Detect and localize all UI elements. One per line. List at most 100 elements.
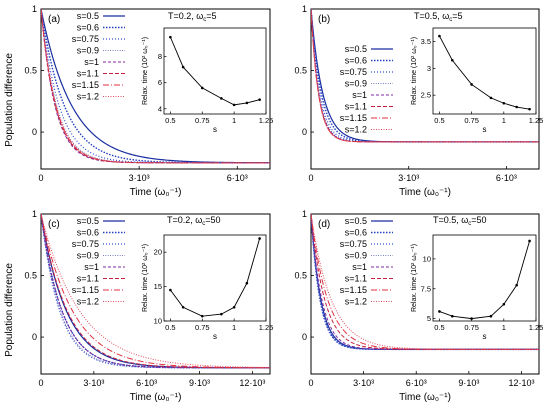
legend-label: s=1.15 [72, 80, 99, 90]
legend-label: s=1.2 [77, 297, 99, 307]
x-tick-label: 3·10³ [129, 173, 150, 183]
legend-label: s=0.5 [77, 216, 99, 226]
series-line-s-1-2 [311, 214, 539, 350]
params-main: T=0.2, ω [168, 11, 203, 21]
inset-x-axis-label: s [213, 332, 217, 341]
params-sub: c [468, 221, 471, 227]
x-tick-label: 0 [308, 378, 313, 388]
params-label: T=0.5, ωc=50 [433, 215, 487, 227]
x-tick-label: 9·10³ [458, 378, 479, 388]
params-val: =5 [452, 11, 462, 21]
inset-x-tick-label: 1.25 [529, 116, 544, 125]
inset-x-tick-label: 0.75 [464, 116, 479, 125]
inset-x-tick-label: 0.75 [195, 323, 210, 332]
inset-frame [163, 27, 267, 115]
inset-point [470, 317, 473, 320]
inset-y-tick-label: 4 [158, 104, 162, 113]
legend-label: s=1.1 [345, 102, 367, 112]
legend-label: s=0.9 [77, 251, 99, 261]
inset-y-tick-label: 2.5 [421, 91, 431, 100]
inset-point [181, 65, 185, 69]
panel-c: 0 3·10³ 6·10³ 9·10³ 12·10³ 0 0.5 1 Time (ω₀⁻¹) (c… [24, 209, 273, 403]
inset-frame [432, 27, 537, 115]
x-tick-label: 3·10³ [398, 173, 419, 183]
y-tick-label: 0.5 [24, 271, 37, 281]
inset-x-axis-label: s [483, 125, 487, 134]
params-main: T=0.5, ω [414, 11, 449, 21]
params-label: T=0.2, ωc=50 [167, 215, 221, 227]
series-group [311, 214, 539, 351]
params-label: T=0.2, ωc=5 [168, 11, 217, 23]
legend-label: s=1 [84, 262, 99, 272]
x-axis-label: Time (ω₀⁻¹) [130, 392, 182, 403]
series-group [311, 9, 539, 143]
panel-label: (b) [318, 14, 330, 25]
x-axis-label-text: Time [130, 187, 155, 198]
params-sub: c [202, 221, 205, 227]
panel-b: 0 3·10³ 6·10³ 0 0.5 1 Time (ω₀⁻¹) (b) T=0.5, ωc=… [294, 4, 543, 198]
inset-y-tick-label: 3.5 [421, 37, 431, 46]
x-axis-unit: (ω₀⁻¹) [424, 187, 451, 198]
inset-point [169, 35, 172, 39]
inset-x-tick-label: 1 [502, 323, 506, 332]
inset-chart: 0.5 0.75 1 1.25 5 7.5 10 s Relax. time (10² ω₀⁻¹… [411, 234, 543, 341]
plot-frame [40, 213, 271, 375]
x-tick-label: 9·10³ [189, 378, 210, 388]
x-axis-unit: (ω₀⁻¹) [154, 392, 181, 403]
inset-point [489, 314, 493, 318]
series-line-s-1 [311, 214, 539, 350]
legend-label: s=0.6 [345, 228, 367, 238]
y-tick-label: 0 [32, 127, 37, 137]
legend: s=0.5 s=0.6s=0.75 s=0.9s=1 s=1.1s=1.15 s=1.2 [340, 44, 393, 135]
inset-x-tick-label: 0.5 [434, 323, 444, 332]
inset-point [181, 305, 185, 309]
legend-label: s=0.9 [77, 46, 99, 56]
y-tick-label: 0 [302, 127, 307, 137]
inset-point [515, 105, 518, 109]
inset-x-tick-label: 0.5 [165, 116, 175, 125]
legend-label: s=1.15 [340, 285, 367, 295]
legend-label: s=1 [352, 262, 367, 272]
inset-point [258, 237, 261, 240]
legend-label: s=1.2 [345, 125, 367, 135]
inset-x-tick-label: 1 [502, 116, 506, 125]
legend-label: s=0.9 [345, 251, 367, 261]
inset-x-axis-label: s [483, 332, 487, 341]
inset-point [489, 96, 493, 100]
legend-label: s=1 [352, 90, 367, 100]
inset-y-tick-label: 20 [154, 248, 162, 257]
inset-x-tick-label: 1.25 [259, 116, 274, 125]
inset-x-tick-label: 0.5 [434, 116, 444, 125]
x-tick-label: 3·10³ [353, 378, 374, 388]
inset-point [451, 314, 454, 318]
params-val: =50 [471, 215, 486, 225]
inset-point [438, 310, 441, 313]
legend-label: s=0.6 [77, 23, 99, 33]
legend-label: s=0.5 [345, 216, 367, 226]
params-val: =5 [206, 11, 216, 21]
plot-frame [40, 8, 271, 170]
y-tick-label: 1 [32, 4, 37, 14]
params-main: T=0.5, ω [433, 215, 468, 225]
x-axis-unit: (ω₀⁻¹) [424, 392, 451, 403]
x-tick-label: 6·10³ [406, 378, 427, 388]
inset-y-axis-label: Relax. time (10² ω₀⁻¹) [142, 244, 149, 312]
inset-chart: 0.5 0.75 1 1.25 2.5 3 3.5 s Relax. time (10² ω₀⁻… [411, 27, 544, 134]
inset-point [528, 107, 531, 111]
legend-label: s=0.6 [345, 56, 367, 66]
series-line-s-0-9 [41, 214, 270, 369]
inset-y-tick-label: 15 [154, 282, 162, 291]
series-line-s-1 [41, 9, 270, 164]
legend-label: s=0.75 [72, 34, 99, 44]
legend: s=0.5 s=0.6s=0.75 s=0.9s=1 s=1.1s=1.15 s=1.2 [340, 216, 393, 307]
x-tick-label: 0 [38, 173, 43, 183]
inset-point [232, 103, 236, 107]
y-tick-label: 0.5 [294, 271, 307, 281]
x-axis-label: Time (ω₀⁻¹) [399, 187, 451, 198]
inset-x-tick-label: 0.75 [464, 323, 479, 332]
inset-y-tick-label: 5 [427, 314, 431, 323]
inset-point [515, 283, 518, 287]
inset-x-tick-label: 1 [232, 116, 236, 125]
